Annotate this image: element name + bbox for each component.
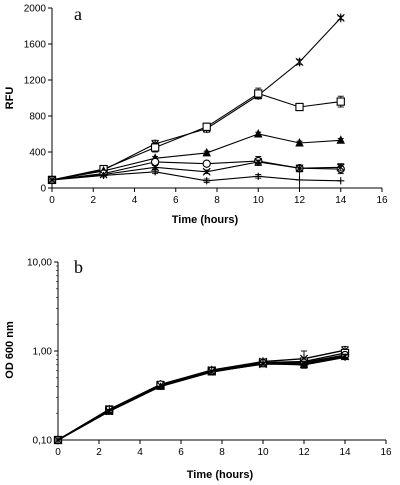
series-a-asterisk (48, 13, 345, 185)
x-tick-label-b: 14 (339, 447, 351, 458)
data-point-b-plus (156, 382, 165, 391)
x-tick-label-b: 4 (137, 447, 143, 458)
y-tick-label-b: 0,10 (33, 436, 53, 447)
data-point-a-asterisk (295, 57, 304, 67)
x-axis-label-a: Time (hours) (172, 214, 239, 226)
x-tick-label-b: 10 (257, 447, 269, 458)
data-point-a-plus (203, 177, 211, 185)
data-point-a-x (336, 163, 345, 172)
data-point-a-triangle (202, 147, 211, 157)
x-tick-label-a: 8 (214, 195, 220, 206)
data-point-a-square (295, 102, 304, 112)
x-tick-label-a: 10 (253, 195, 265, 206)
data-point-b-plus (105, 405, 113, 414)
series-a-plus (48, 168, 345, 189)
data-point-a-square (336, 97, 345, 106)
x-tick-label-b: 0 (55, 447, 61, 458)
data-point-a-plus (48, 176, 56, 184)
y-tick-label-a: 1200 (24, 76, 47, 87)
data-point-b-plus (54, 436, 62, 444)
y-axis-label-a: RFU (4, 87, 16, 110)
data-point-a-square (202, 122, 211, 131)
y-tick-label-a: 2000 (24, 4, 47, 15)
y-tick-label-b: 1,00 (33, 347, 53, 358)
x-tick-label-a: 16 (376, 195, 388, 206)
y-tick-label-a: 1600 (24, 40, 47, 51)
x-tick-label-b: 12 (298, 447, 310, 458)
y-tick-label-a: 400 (29, 148, 46, 159)
chart-panel-b: b Time (hours) OD 600 nm (4, 257, 254, 481)
data-point-a-x (295, 164, 304, 173)
plot-area-a: 0 2 4 6 8 10 12 14 16 0 400 800 1200 1600 2000 (24, 4, 388, 207)
x-tick-label-a: 6 (173, 195, 179, 206)
x-tick-label-a: 14 (335, 195, 347, 206)
data-point-a-plus (337, 177, 345, 185)
x-tick-label-b: 8 (219, 447, 225, 458)
panel-letter-b: b (74, 257, 83, 277)
data-point-b-plus (208, 367, 216, 375)
x-tick-label-b: 2 (96, 447, 102, 458)
data-point-a-plus (151, 168, 159, 176)
data-point-a-plus (254, 172, 262, 180)
data-point-a-triangle (295, 138, 304, 147)
chart-panel-a: a Time (hours) RFU (4, 4, 239, 226)
data-point-a-triangle (336, 135, 345, 144)
x-axis-label-b: Time (hours) (187, 469, 254, 481)
x-tick-label-a: 12 (294, 195, 306, 206)
x-tick-label-a: 4 (132, 195, 138, 206)
panel-letter-a: a (74, 4, 82, 24)
data-point-a-x (254, 157, 263, 166)
series-b-plus (54, 353, 349, 444)
series-line-b-plus (57, 356, 346, 441)
y-tick-label-b: 10,00 (27, 258, 52, 269)
x-tick-label-a: 0 (49, 195, 55, 206)
y-tick-label-a: 0 (40, 184, 46, 195)
data-point-a-square (150, 143, 160, 152)
x-tick-label-b: 6 (178, 447, 184, 458)
series-line-b-x (57, 355, 346, 441)
data-point-a-plus (295, 176, 304, 184)
data-point-a-asterisk (336, 13, 345, 23)
y-axis-label-b: OD 600 nm (4, 321, 16, 379)
x-tick-label-b: 16 (380, 447, 392, 458)
data-point-a-square (254, 89, 263, 98)
data-point-a-plus (99, 171, 108, 179)
data-point-b-plus (259, 358, 267, 366)
data-point-a-x (202, 167, 211, 176)
data-point-a-triangle (254, 129, 263, 138)
data-point-b-plus (341, 353, 349, 361)
y-tick-label-a: 800 (29, 112, 46, 123)
plot-area-b: 0 2 4 6 8 10 12 14 16 0,10 1,00 10,00 (27, 258, 392, 459)
series-line-a-asterisk (51, 17, 342, 181)
data-point-a-circle (202, 159, 211, 168)
data-point-b-plus (300, 361, 308, 369)
x-tick-label-a: 2 (90, 195, 96, 206)
